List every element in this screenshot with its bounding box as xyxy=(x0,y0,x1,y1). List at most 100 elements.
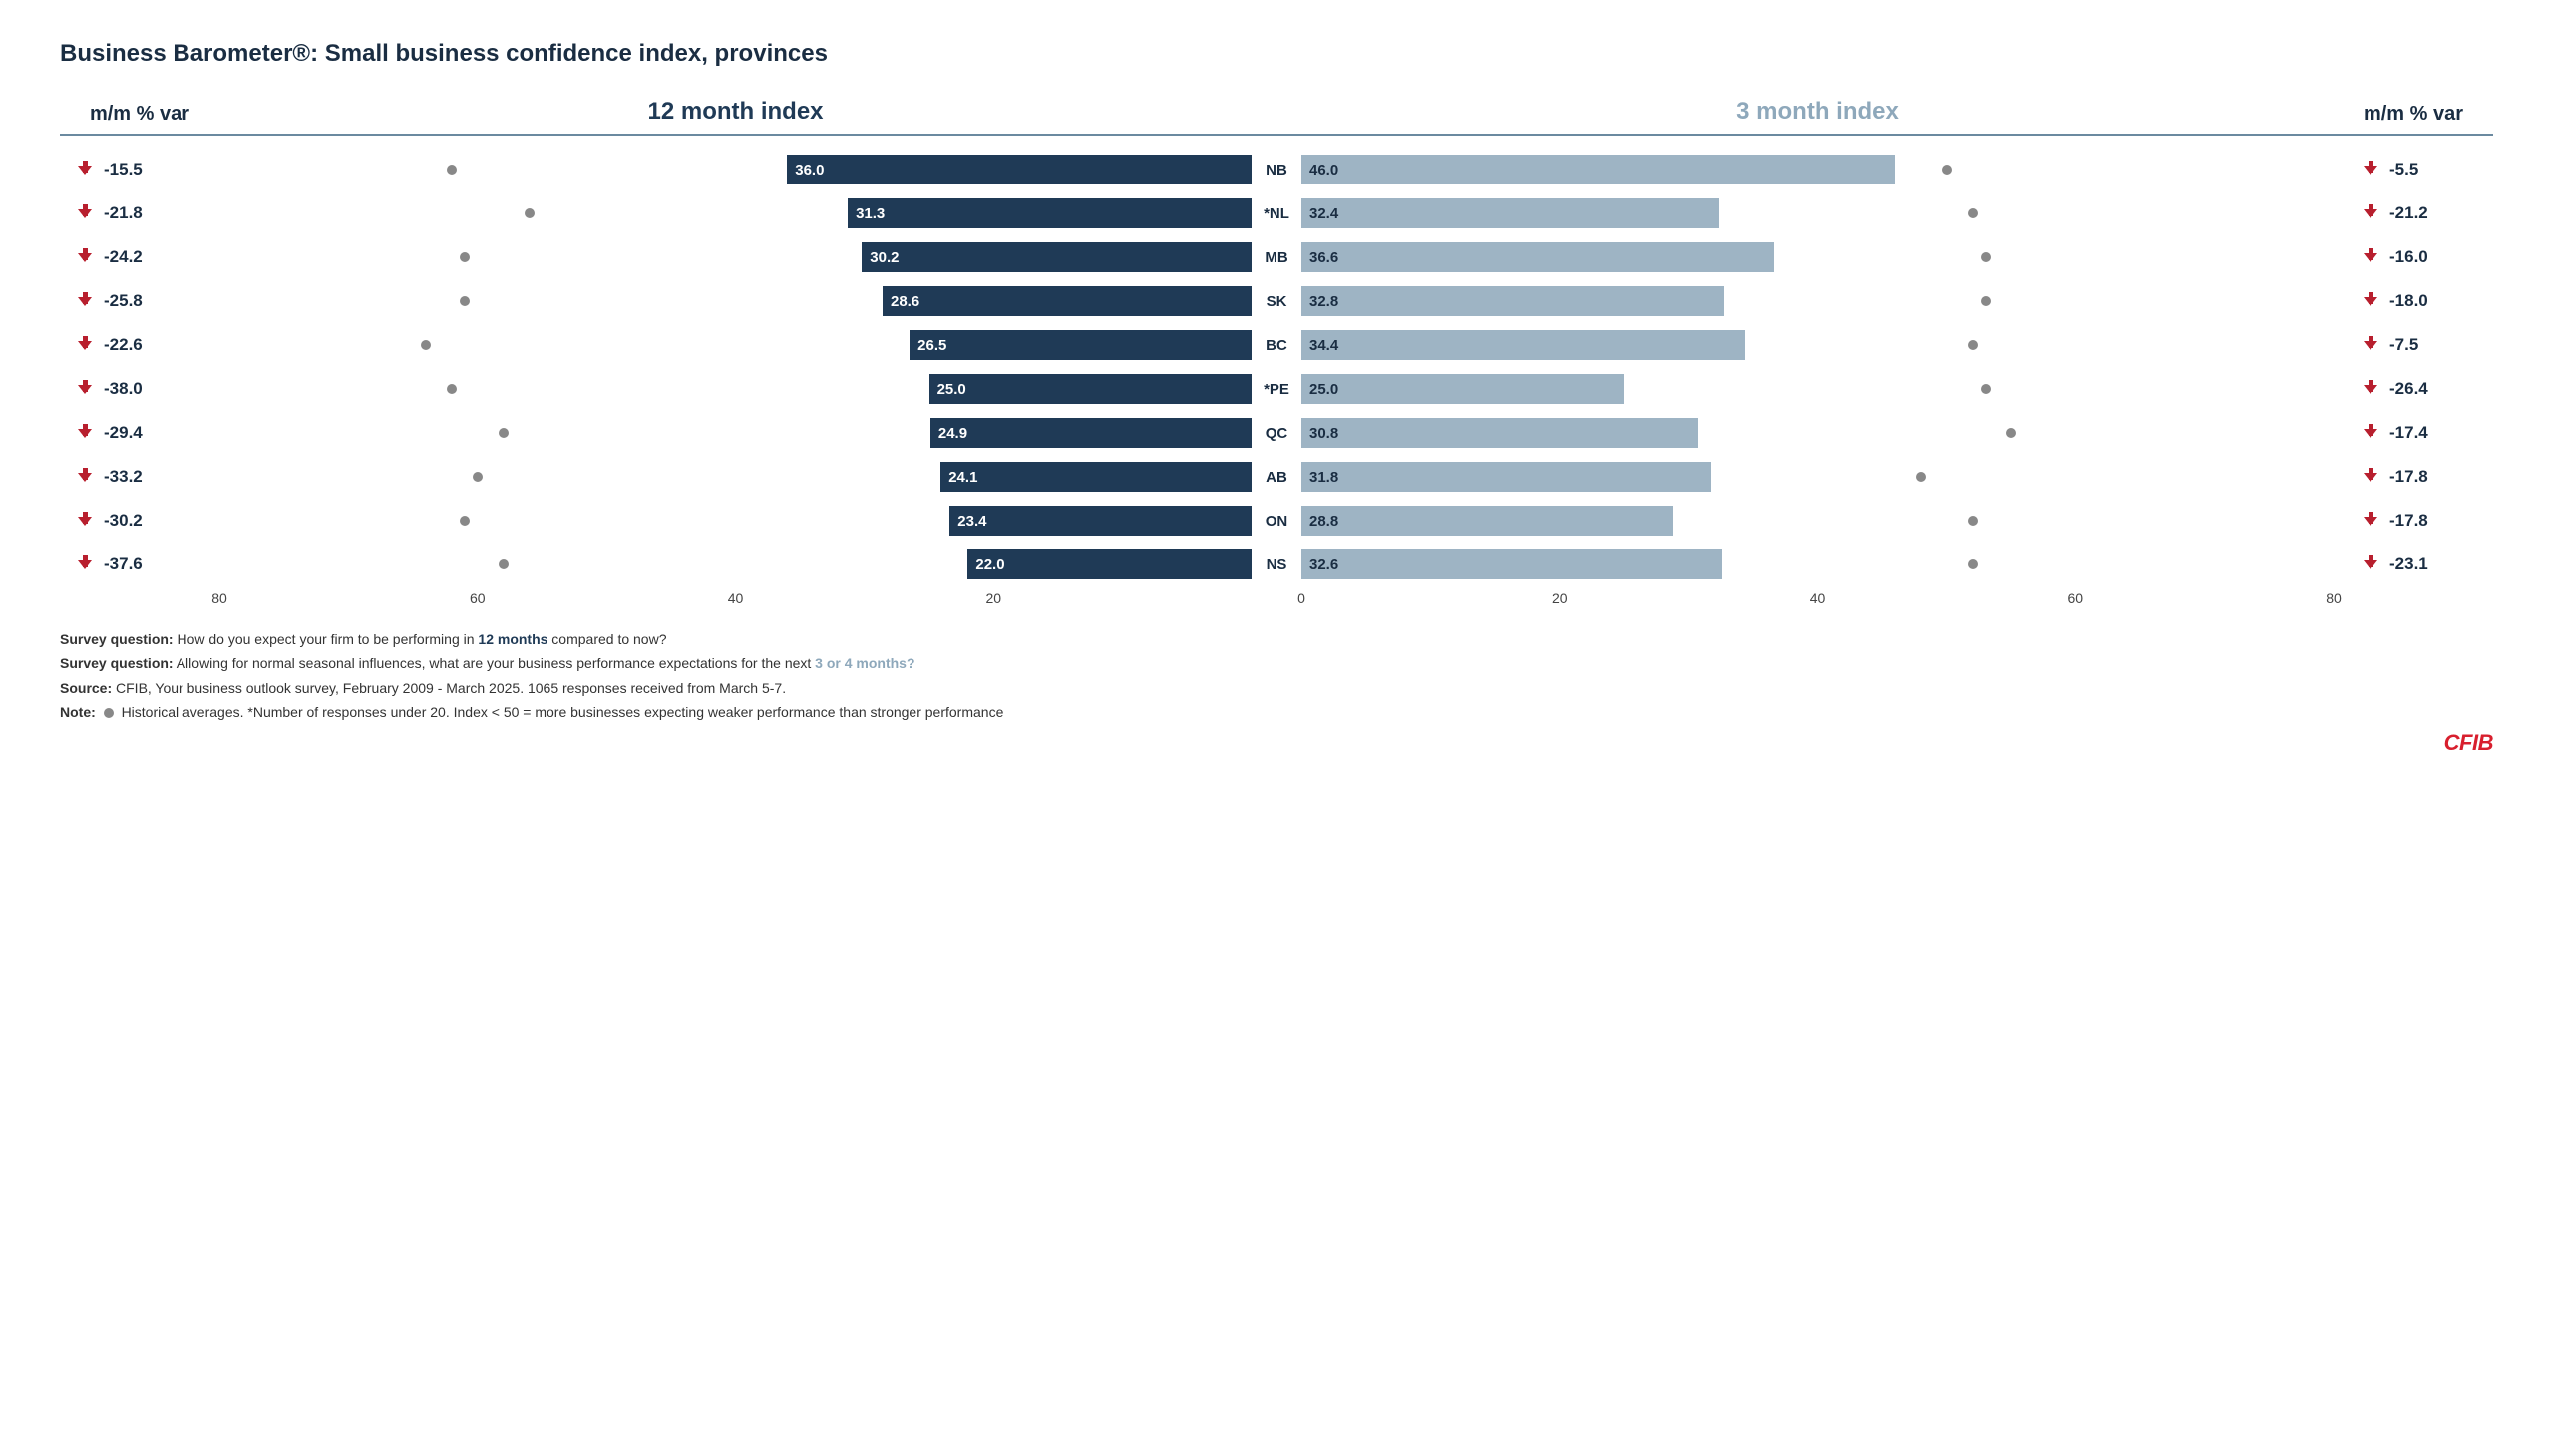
historical-avg-dot xyxy=(1968,559,1978,569)
arrow-down-icon xyxy=(78,341,92,350)
historical-avg-dot xyxy=(1981,252,1991,262)
bar-area-3: 36.6 xyxy=(1301,235,2334,279)
bar-area-3: 32.4 xyxy=(1301,191,2334,235)
var-12-cell: -33.2 xyxy=(60,467,219,487)
historical-avg-dot xyxy=(525,208,535,218)
bar-area-12: 23.4 xyxy=(219,499,1252,543)
bar-area-12: 36.0 xyxy=(219,148,1252,191)
arrow-down-icon xyxy=(2364,429,2377,438)
bar-area-12: 31.3 xyxy=(219,191,1252,235)
data-row: -25.8 28.6SK32.8 -18.0 xyxy=(60,279,2493,323)
historical-avg-dot xyxy=(447,165,457,175)
bar-3: 32.6 xyxy=(1301,549,1722,579)
historical-avg-dot xyxy=(2006,428,2016,438)
bar-area-3: 30.8 xyxy=(1301,411,2334,455)
axis-tick: 60 xyxy=(2067,590,2083,606)
bar-3: 36.6 xyxy=(1301,242,1774,272)
arrow-down-icon xyxy=(2364,166,2377,175)
arrow-down-icon xyxy=(78,517,92,526)
province-label: MB xyxy=(1252,249,1301,266)
historical-avg-dot xyxy=(1968,208,1978,218)
bar-3: 30.8 xyxy=(1301,418,1698,448)
bar-3: 34.4 xyxy=(1301,330,1745,360)
data-row: -29.4 24.9QC30.8 -17.4 xyxy=(60,411,2493,455)
axis-tick: 80 xyxy=(2326,590,2342,606)
header-var-left: m/m % var xyxy=(60,103,219,126)
bar-3: 25.0 xyxy=(1301,374,1624,404)
bar-area-12: 22.0 xyxy=(219,543,1252,586)
axis-tick: 80 xyxy=(211,590,227,606)
bar-area-3: 31.8 xyxy=(1301,455,2334,499)
arrow-down-icon xyxy=(2364,517,2377,526)
historical-avg-dot xyxy=(460,516,470,526)
var-3-cell: -5.5 xyxy=(2334,160,2493,180)
var-12-cell: -29.4 xyxy=(60,423,219,443)
bar-area-12: 25.0 xyxy=(219,367,1252,411)
var-12-cell: -22.6 xyxy=(60,335,219,355)
bar-area-3: 32.6 xyxy=(1301,543,2334,586)
province-label: SK xyxy=(1252,293,1301,310)
historical-avg-dot xyxy=(421,340,431,350)
data-row: -33.224.1AB31.8-17.8 xyxy=(60,455,2493,499)
var-12-cell: -37.6 xyxy=(60,554,219,574)
bar-12: 24.9 xyxy=(930,418,1252,448)
arrow-down-icon xyxy=(78,385,92,394)
historical-avg-dot xyxy=(1968,340,1978,350)
footnotes: Survey question: How do you expect your … xyxy=(60,628,2493,724)
bar-area-12: 30.2 xyxy=(219,235,1252,279)
bar-12: 36.0 xyxy=(787,155,1252,184)
header-3-month: 3 month index xyxy=(1301,98,2334,126)
axis-tick: 40 xyxy=(1810,590,1826,606)
bar-12: 31.3 xyxy=(848,198,1252,228)
chart-rows: -15.536.0NB46.0-5.5-21.831.3*NL32.4-21.2… xyxy=(60,148,2493,586)
data-row: -22.626.5BC34.4-7.5 xyxy=(60,323,2493,367)
axis-tick: 20 xyxy=(985,590,1001,606)
survey-question-2: Survey question: Allowing for normal sea… xyxy=(60,652,2493,674)
var-3-cell: -23.1 xyxy=(2334,554,2493,574)
axis-tick: 40 xyxy=(728,590,744,606)
historical-avg-dot xyxy=(460,296,470,306)
axis-tick: 0 xyxy=(1297,590,1305,606)
bar-area-12: 24.9 xyxy=(219,411,1252,455)
historical-avg-dot xyxy=(499,559,509,569)
historical-avg-dot xyxy=(1942,165,1952,175)
historical-avg-dot xyxy=(1981,384,1991,394)
bar-area-3: 28.8 xyxy=(1301,499,2334,543)
var-12-cell: -38.0 xyxy=(60,379,219,399)
arrow-down-icon xyxy=(2364,209,2377,218)
arrow-down-icon xyxy=(2364,341,2377,350)
var-3-cell: -16.0 xyxy=(2334,247,2493,267)
arrow-down-icon xyxy=(78,253,92,262)
province-label: NS xyxy=(1252,556,1301,573)
bar-12: 25.0 xyxy=(929,374,1252,404)
bar-area-12: 26.5 xyxy=(219,323,1252,367)
var-3-cell: -18.0 xyxy=(2334,291,2493,311)
data-row: -38.025.0*PE25.0-26.4 xyxy=(60,367,2493,411)
bar-3: 32.8 xyxy=(1301,286,1724,316)
province-label: *PE xyxy=(1252,381,1301,398)
var-12-cell: -25.8 xyxy=(60,291,219,311)
arrow-down-icon xyxy=(78,297,92,306)
historical-avg-dot xyxy=(1968,516,1978,526)
bar-area-3: 32.8 xyxy=(1301,279,2334,323)
var-3-cell: -17.4 xyxy=(2334,423,2493,443)
bar-12: 26.5 xyxy=(910,330,1252,360)
var-3-cell: -17.8 xyxy=(2334,467,2493,487)
historical-avg-dot xyxy=(460,252,470,262)
province-label: ON xyxy=(1252,513,1301,530)
var-12-cell: -24.2 xyxy=(60,247,219,267)
x-axis: 80 60 40 20 0 20 40 60 80 xyxy=(60,590,2493,614)
province-label: BC xyxy=(1252,337,1301,354)
cfib-logo: CFIB xyxy=(60,730,2493,756)
historical-avg-dot xyxy=(473,472,483,482)
axis-tick: 20 xyxy=(1552,590,1568,606)
axis-tick: 60 xyxy=(470,590,486,606)
historical-avg-dot xyxy=(1916,472,1926,482)
historical-avg-dot xyxy=(499,428,509,438)
arrow-down-icon xyxy=(78,429,92,438)
province-label: QC xyxy=(1252,425,1301,442)
header-var-right: m/m % var xyxy=(2334,103,2493,126)
var-12-cell: -15.5 xyxy=(60,160,219,180)
bar-12: 28.6 xyxy=(883,286,1252,316)
arrow-down-icon xyxy=(78,166,92,175)
